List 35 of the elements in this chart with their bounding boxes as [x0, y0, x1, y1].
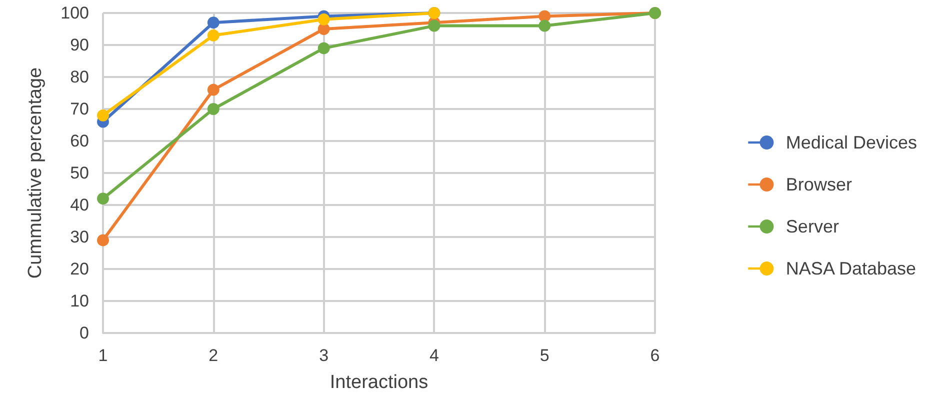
legend-label: Browser: [786, 174, 852, 194]
y-axis-title: Cummulative percentage: [25, 67, 46, 279]
point: [538, 10, 551, 22]
y-tick-label: 80: [70, 68, 89, 86]
point: [318, 42, 330, 54]
point: [428, 20, 440, 32]
y-tick-label: 10: [70, 292, 89, 310]
point: [97, 192, 109, 205]
legend-label: Medical Devices: [786, 132, 917, 152]
y-tick-label: 70: [70, 100, 89, 118]
y-tick-label: 100: [60, 4, 89, 22]
y-tick-label: 60: [70, 132, 89, 150]
y-tick-label: 20: [70, 260, 89, 278]
point: [207, 103, 220, 115]
point: [318, 13, 330, 26]
x-tick-label: 1: [98, 346, 108, 365]
point: [207, 16, 220, 29]
x-tick-label: 3: [319, 346, 329, 365]
legend-label: Server: [786, 216, 839, 236]
y-tick-label: 0: [80, 324, 89, 342]
x-axis-title: Interactions: [330, 372, 428, 393]
point: [207, 29, 220, 42]
point: [538, 20, 551, 32]
y-tick-label: 90: [70, 36, 89, 54]
x-tick-label: 5: [540, 346, 550, 365]
point: [97, 234, 109, 246]
y-tick-label: 50: [70, 164, 89, 182]
y-tick-label: 30: [70, 228, 89, 246]
x-tick-label: 4: [429, 346, 439, 365]
x-tick-label: 6: [650, 346, 660, 365]
x-tick-label: 2: [208, 346, 218, 365]
y-tick-label: 40: [70, 196, 89, 214]
point: [97, 109, 109, 122]
legend-label: NASA Database: [786, 258, 916, 278]
point: [207, 84, 220, 96]
